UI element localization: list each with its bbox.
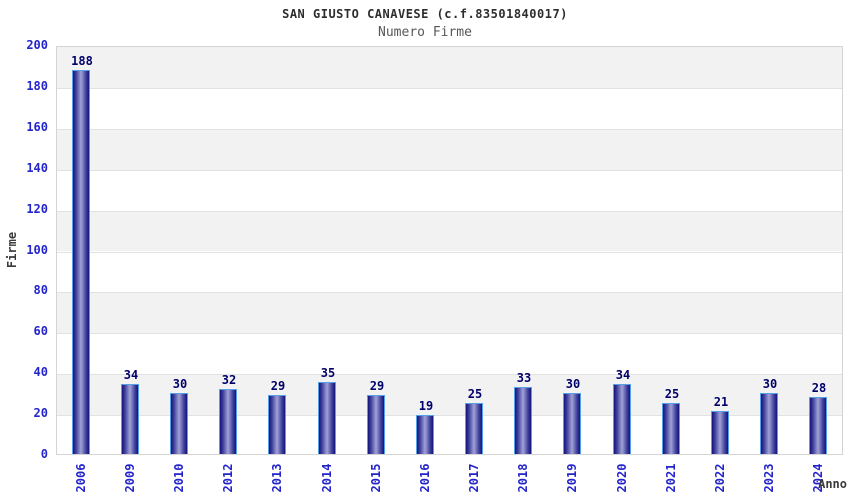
bar-value-label: 34	[123, 368, 139, 382]
bar-2016	[416, 415, 434, 454]
bar-value-label: 32	[221, 373, 237, 387]
x-tick-label: 2009	[123, 463, 137, 493]
y-tick-label: 160	[26, 120, 48, 134]
y-tick-label: 200	[26, 38, 48, 52]
gridline	[57, 292, 842, 294]
bar-2019	[563, 393, 581, 454]
chart-title: SAN GIUSTO CANAVESE (c.f.83501840017)	[282, 7, 568, 21]
gridline	[57, 333, 842, 335]
y-tick-label: 0	[40, 447, 48, 461]
bar-2015	[367, 395, 385, 454]
bar-2010	[170, 393, 188, 454]
background-band	[57, 292, 842, 334]
x-tick-label: 2012	[221, 463, 235, 493]
bar-2006	[72, 70, 90, 454]
gridline	[57, 415, 842, 417]
x-tick-label: 2017	[467, 463, 481, 493]
bar-value-label: 25	[467, 387, 483, 401]
bar-value-label: 188	[71, 54, 93, 68]
x-tick-label: 2023	[762, 463, 776, 493]
x-tick-label: 2022	[713, 463, 727, 493]
x-tick-label: 2020	[615, 463, 629, 493]
x-axis-label: Anno	[818, 477, 847, 491]
background-band	[57, 47, 842, 88]
bar-2021	[662, 403, 680, 454]
x-tick-label: 2015	[369, 463, 383, 493]
bar-value-label: 30	[762, 377, 778, 391]
x-tick-label: 2021	[664, 463, 678, 493]
plot-area: 188 34 30 32 29 35 29 19 25 33 30 34 25 21 30 28	[56, 46, 843, 455]
bar-2024	[809, 397, 827, 454]
y-tick-label: 180	[26, 79, 48, 93]
x-tick-label: 2010	[172, 463, 186, 493]
x-tick-label: 2014	[320, 463, 334, 493]
bar-value-label: 25	[664, 387, 680, 401]
bar-value-label: 30	[565, 377, 581, 391]
y-tick-label: 120	[26, 202, 48, 216]
gridline	[57, 169, 842, 171]
bar-value-label: 21	[713, 395, 729, 409]
bar-value-label: 29	[270, 379, 286, 393]
y-tick-label: 20	[33, 406, 48, 420]
background-band	[57, 210, 842, 252]
bar-2009	[121, 384, 139, 454]
gridline	[57, 128, 842, 130]
bar-2023	[760, 393, 778, 454]
bar-value-label: 34	[615, 368, 631, 382]
bar-2014	[318, 382, 336, 454]
bar-value-label: 19	[418, 399, 434, 413]
bar-2017	[465, 403, 483, 454]
chart-subtitle: Numero Firme	[378, 25, 472, 40]
bar-value-label: 33	[516, 371, 532, 385]
x-tick-label: 2019	[565, 463, 579, 493]
gridline	[57, 210, 842, 212]
y-tick-label: 40	[33, 365, 48, 379]
x-tick-label: 2006	[74, 463, 88, 493]
bar-2013	[268, 395, 286, 454]
y-tick-label: 100	[26, 243, 48, 257]
bar-value-label: 35	[320, 366, 336, 380]
x-tick-label: 2016	[418, 463, 432, 493]
bar-2018	[514, 387, 532, 454]
bar-value-label: 30	[172, 377, 188, 391]
gridline	[57, 251, 842, 253]
x-tick-label: 2018	[516, 463, 530, 493]
y-tick-label: 140	[26, 161, 48, 175]
bar-2022	[711, 411, 729, 454]
background-band	[57, 128, 842, 170]
x-tick-label: 2013	[270, 463, 284, 493]
bar-2012	[219, 389, 237, 454]
y-tick-label: 60	[33, 324, 48, 338]
gridline	[57, 374, 842, 376]
bar-2020	[613, 384, 631, 454]
bar-value-label: 29	[369, 379, 385, 393]
bar-value-label: 28	[811, 381, 827, 395]
gridline	[57, 87, 842, 89]
y-tick-label: 80	[33, 283, 48, 297]
